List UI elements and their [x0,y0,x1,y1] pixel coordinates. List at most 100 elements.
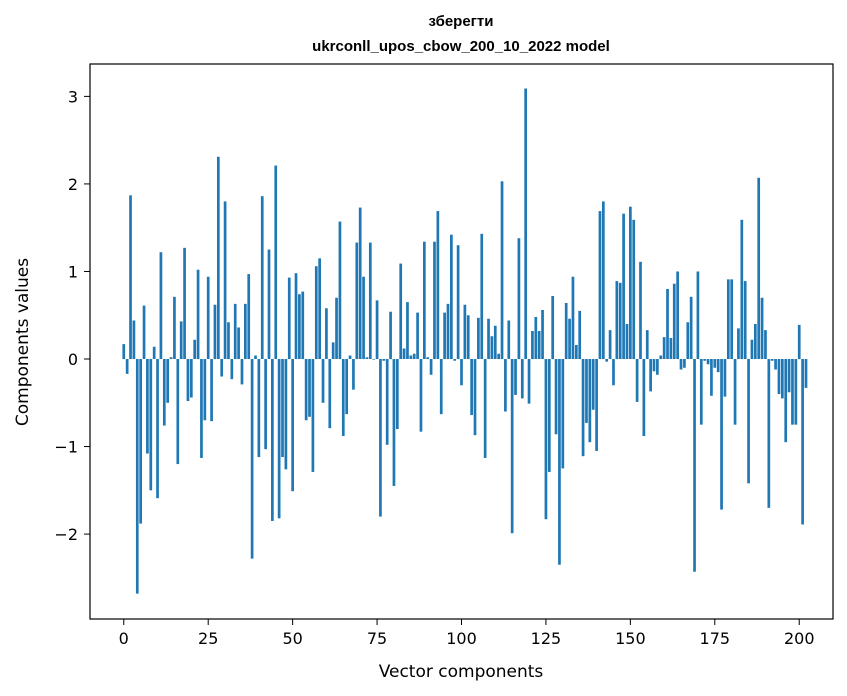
bar-120 [527,359,531,404]
bar-191 [767,359,771,508]
bar-134 [574,345,578,360]
bar-169 [693,359,696,572]
bar-83 [402,348,406,359]
bar-173 [706,359,710,365]
bar-127 [551,295,555,360]
bar-198 [791,359,794,425]
chart-title-line-2: ukrconll_upos_cbow_200_10_2022 model [312,38,610,55]
bar-33 [233,303,237,360]
bar-128 [554,359,558,435]
bar-12 [162,359,166,426]
bar-109 [490,336,494,360]
bar-192 [770,359,774,361]
bar-53 [301,291,305,360]
bar-186 [750,339,754,360]
bar-76 [379,359,382,517]
bar-151 [632,219,636,360]
bar-150 [629,206,632,360]
y-tick-label-4: 2 [68,175,78,194]
bar-65 [341,359,345,437]
bar-189 [760,297,764,360]
bar-55 [308,359,311,417]
bar-68 [352,359,355,390]
bar-40 [257,359,261,458]
bar-54 [304,359,308,421]
bar-143 [605,359,609,362]
bar-20 [189,359,193,398]
x-tick-label-25: 25 [198,629,218,648]
bar-9 [152,346,156,360]
x-tick-label-0: 0 [119,629,129,648]
bar-131 [564,302,568,360]
bar-196 [784,359,788,443]
bar-184 [743,281,747,360]
plot-area-frame [89,63,834,620]
bar-34 [237,327,240,359]
bar-193 [774,359,777,370]
bar-137 [585,359,588,423]
bar-13 [166,359,170,403]
bar-52 [298,294,301,360]
bar-7 [146,359,149,454]
bar-66 [345,359,349,415]
bar-195 [780,359,784,399]
bar-132 [568,318,571,360]
x-tick-label-75: 75 [367,629,387,648]
bar-152 [635,359,639,402]
bar-100 [460,359,463,386]
bar-123 [537,331,541,360]
bar-47 [281,359,284,458]
bar-28 [216,156,220,360]
bar-44 [271,359,274,521]
bar-15 [173,296,176,359]
bar-59 [321,359,325,403]
y-axis-label: Components values [13,258,33,426]
bar-110 [493,325,497,359]
bar-139 [591,359,595,410]
bar-51 [294,273,298,360]
bar-113 [504,359,507,412]
bar-39 [254,355,257,360]
bar-177 [720,359,723,510]
bar-117 [517,238,521,359]
bar-140 [595,359,598,451]
bar-101 [463,304,467,359]
bar-105 [477,317,480,359]
bar-37 [247,274,251,359]
x-tick-label-150: 150 [615,629,646,648]
bar-188 [757,177,761,360]
bar-25 [206,276,210,360]
bar-4 [135,359,139,594]
bar-119 [524,88,528,360]
bar-178 [723,359,727,397]
bar-41 [260,196,264,359]
bar-64 [338,221,342,360]
bar-1 [125,359,129,374]
bar-46 [277,359,281,519]
bar-187 [753,323,757,360]
bar-88 [419,359,423,432]
bar-61 [328,359,332,429]
bar-90 [426,357,430,360]
bar-24 [203,359,207,421]
bar-14 [169,357,173,360]
bar-18 [183,247,186,360]
bar-185 [747,359,750,484]
bar-35 [240,359,244,385]
bar-146 [615,281,619,360]
x-axis-ticks: 0 25 50 75 100 125 150 175 200 [119,619,815,648]
bar-118 [520,359,524,399]
bar-8 [149,359,153,491]
bar-115 [510,359,514,534]
bar-201 [801,359,804,525]
bar-72 [365,357,369,360]
bar-107 [483,359,487,458]
bar-124 [541,309,544,360]
bar-6 [142,305,146,360]
bar-179 [726,279,730,360]
bar-32 [230,359,234,380]
bar-31 [227,322,230,360]
bar-38 [250,359,254,559]
bar-144 [608,330,612,360]
